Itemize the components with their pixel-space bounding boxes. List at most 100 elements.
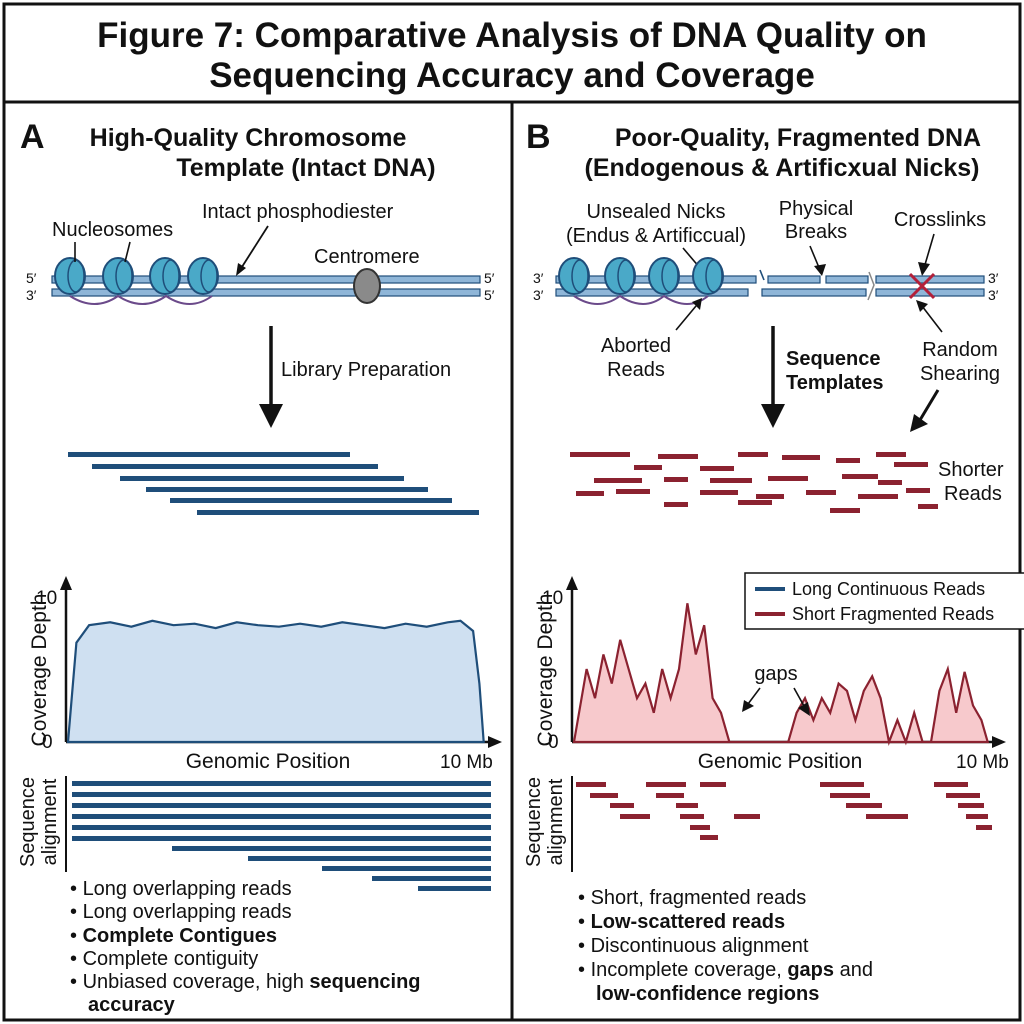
break-mark (867, 271, 875, 301)
intact-pointer (239, 225, 269, 271)
label-breaks-line1: Physical (779, 198, 853, 220)
read (664, 477, 688, 482)
label-intact-phosphodiester: Intact phosphodiester (202, 201, 394, 223)
aligned-read (958, 803, 984, 808)
read (710, 478, 752, 483)
read (576, 491, 604, 496)
crosslinks-pointer (923, 233, 935, 269)
arrowhead-icon (814, 264, 826, 276)
aligned-read (946, 793, 980, 798)
aligned-read (690, 825, 710, 830)
chromosome-b: 3′ 3′ 3′ 3′ (533, 257, 999, 305)
x-axis-label: Genomic Position (186, 750, 351, 773)
nucleosome-icon (54, 257, 86, 295)
read (594, 478, 642, 483)
label-shorter-line2: Reads (944, 483, 1002, 505)
panel-b: B Poor-Quality, Fragmented DNA (Endogeno… (523, 118, 1024, 1005)
read (858, 494, 898, 499)
read (738, 452, 768, 457)
aligned-read (620, 814, 650, 819)
linker-dna (69, 294, 213, 305)
nucleosome-icon (604, 257, 636, 295)
centromere-icon (353, 268, 381, 304)
arrowhead-icon (918, 262, 930, 276)
arrowhead-icon (566, 576, 578, 590)
legend: Long Continuous Reads Short Fragmented R… (744, 572, 1024, 630)
label-seq-templates-line2: Templates (786, 372, 883, 394)
read (616, 489, 650, 494)
gaps-pointer-left (747, 687, 761, 705)
nucleosome-icon (692, 257, 724, 295)
aligned-read (72, 781, 491, 786)
aligned-read (372, 876, 491, 881)
dna-fragment (761, 288, 867, 297)
panel-b-letter: B (526, 118, 551, 156)
aligned-read (418, 886, 491, 891)
alignment-label: Sequence (17, 777, 39, 867)
x-axis-label: Genomic Position (698, 750, 863, 773)
label-nicks-line1: Unsealed Nicks (587, 201, 726, 223)
bullet-b-2: • Low-scattered reads (578, 911, 785, 933)
y-tick-max: 10 (36, 588, 57, 609)
arrowhead-icon (992, 736, 1006, 748)
five-prime-right-bottom: 5′ (484, 287, 495, 303)
aligned-read (72, 836, 491, 841)
aligned-read (248, 856, 491, 861)
coverage-chart-a: 10 0 Coverage Depth Genomic Position 10 … (28, 576, 502, 773)
aborted-pointer (675, 305, 697, 331)
legend-entry-short: Short Fragmented Reads (792, 604, 994, 624)
dna-strand-top (51, 275, 481, 284)
read (700, 466, 734, 471)
aligned-read (72, 825, 491, 830)
bullet-a-5-cont: accuracy (88, 994, 176, 1016)
read (806, 490, 836, 495)
y-axis-label: Coverage Depth (534, 594, 557, 747)
nucleosome-icon (102, 257, 134, 295)
label-seq-templates-line1: Sequence (786, 348, 880, 370)
read (68, 452, 350, 457)
label-nicks-line2: (Endus & Artificcual) (566, 225, 746, 247)
label-aborted-line2: Reads (607, 359, 665, 381)
aligned-read (656, 793, 684, 798)
aligned-read (700, 835, 718, 840)
read (782, 455, 820, 460)
five-prime-left: 5′ (26, 270, 37, 286)
dna-fragment (555, 288, 749, 297)
y-tick-min: 0 (42, 732, 53, 753)
label-nucleosomes: Nucleosomes (52, 219, 173, 241)
y-axis-label: Coverage Depth (28, 594, 51, 747)
label-random-line2: Shearing (920, 363, 1000, 385)
legend-entry-long: Long Continuous Reads (792, 579, 985, 599)
aligned-read (72, 814, 491, 819)
alignment-label: alignment (39, 778, 61, 865)
aligned-read (590, 793, 618, 798)
label-gaps: gaps (754, 663, 797, 685)
alignment-b: Sequence alignment (523, 776, 992, 872)
arrowhead-icon (910, 414, 928, 432)
aligned-read (676, 803, 698, 808)
bullet-a-3: • Complete Contigues (70, 925, 277, 947)
aligned-read (976, 825, 992, 830)
read (634, 465, 662, 470)
aligned-read (72, 792, 491, 797)
coverage-area (572, 603, 990, 746)
arrowhead-icon (488, 736, 502, 748)
y-tick-min: 0 (548, 732, 559, 753)
nucleosome-pointer (74, 241, 131, 263)
read (830, 508, 860, 513)
bullet-b-3: • Discontinuous alignment (578, 935, 809, 957)
panel-a: A High-Quality Chromosome Template (Inta… (17, 118, 502, 1016)
three-prime-right-bottom: 3′ (988, 287, 999, 303)
y-tick-max: 10 (542, 588, 563, 609)
alignment-label: Sequence (523, 777, 545, 867)
x-end-label: 10 Mb (440, 752, 493, 773)
nucleosome-icon (187, 257, 219, 295)
coverage-chart-b: 10 0 Coverage Depth Genomic Position 10 … (534, 572, 1024, 773)
read (918, 504, 938, 509)
read (756, 494, 784, 499)
aligned-read (646, 782, 686, 787)
read (120, 476, 404, 481)
label-random-line1: Random (922, 339, 998, 361)
bullet-a-5: • Unbiased coverage, high sequencing (70, 971, 421, 993)
